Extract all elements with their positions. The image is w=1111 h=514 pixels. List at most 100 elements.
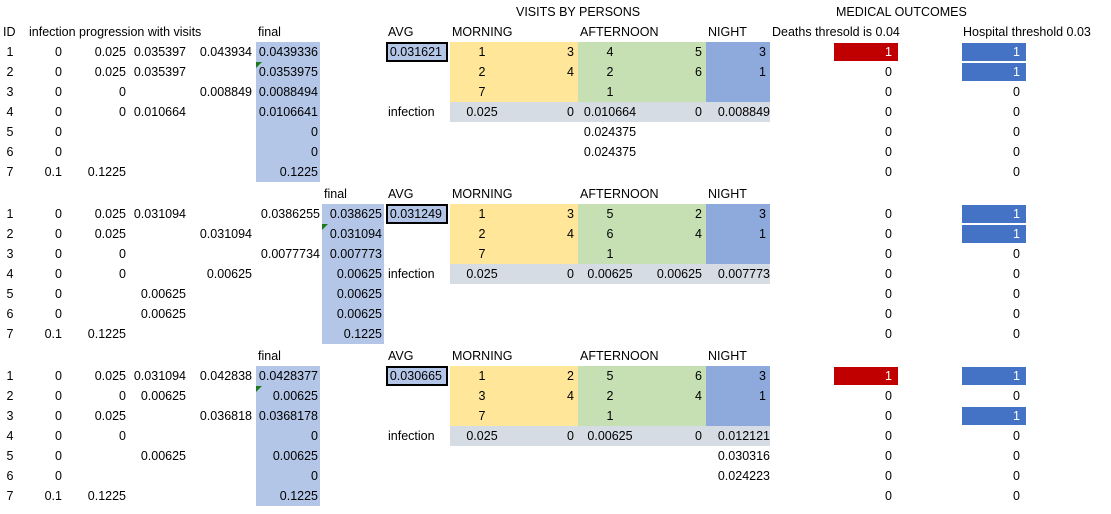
death-outcome-cell[interactable]: 0 (885, 469, 892, 483)
infection-value-cell[interactable]: 0.010664 (583, 105, 637, 119)
afternoon-visit-cell[interactable]: 4 (695, 389, 702, 403)
morning-visit-cell[interactable]: 3 (478, 389, 486, 403)
progression-cell[interactable] (188, 466, 252, 486)
night-visit-cell[interactable] (706, 406, 766, 426)
hospital-outcome-cell[interactable]: 0 (1013, 247, 1020, 261)
death-outcome-cell[interactable]: 0 (885, 165, 892, 179)
infection-value-cell[interactable]: 0 (567, 105, 574, 119)
progression-cell[interactable] (188, 162, 252, 182)
progression-cell[interactable]: 0 (55, 105, 62, 119)
morning-visit-cell[interactable]: 7 (478, 409, 486, 423)
final-value-cell[interactable]: 0 (311, 125, 318, 139)
progression-cell[interactable] (188, 304, 252, 324)
progression-cell[interactable]: 0.031094 (133, 207, 186, 221)
afternoon-visit-cell[interactable] (642, 244, 702, 264)
progression-cell[interactable]: 0.1 (44, 165, 62, 179)
death-outcome-cell[interactable]: 0 (885, 267, 892, 281)
progression-cell[interactable]: 0.1225 (87, 327, 126, 341)
death-outcome-cell[interactable]: 1 (885, 45, 892, 59)
progression-cell[interactable]: 0.025 (94, 227, 126, 241)
id-cell[interactable]: 4 (6, 105, 14, 119)
afternoon-visit-cell[interactable]: 5 (695, 45, 702, 59)
progression-cell[interactable]: 0 (55, 389, 62, 403)
morning-visit-cell[interactable] (514, 82, 574, 102)
id-cell[interactable]: 6 (6, 307, 14, 321)
progression-cell[interactable]: 0.1225 (87, 165, 126, 179)
death-outcome-cell[interactable]: 0 (885, 105, 892, 119)
pre-final-cell[interactable] (254, 264, 320, 284)
morning-visit-cell[interactable]: 2 (567, 369, 574, 383)
final-value-cell[interactable]: 0.00625 (336, 287, 382, 301)
afternoon-visit-cell[interactable]: 1 (606, 247, 614, 261)
night-extra-cell[interactable] (706, 284, 770, 304)
pre-final-cell[interactable] (254, 324, 320, 344)
progression-cell[interactable]: 0 (55, 65, 62, 79)
night-extra-cell[interactable] (706, 304, 770, 324)
progression-cell[interactable]: 0.010664 (133, 105, 186, 119)
hospital-outcome-cell[interactable]: 0 (1013, 145, 1020, 159)
afternoon-extra-cell[interactable] (578, 284, 642, 304)
morning-visit-cell[interactable]: 1 (478, 45, 486, 59)
infection-value-cell[interactable]: 0 (567, 267, 574, 281)
progression-cell[interactable]: 0.042838 (199, 369, 252, 383)
death-outcome-cell[interactable]: 0 (885, 227, 892, 241)
progression-cell[interactable]: 0 (119, 85, 126, 99)
progression-cell[interactable]: 0 (55, 207, 62, 221)
hospital-outcome-cell[interactable]: 0 (1013, 267, 1020, 281)
avg-value-cell[interactable]: 0.031249 (389, 207, 442, 221)
final-value-cell[interactable]: 0.00625 (272, 389, 318, 403)
death-outcome-cell[interactable]: 0 (885, 287, 892, 301)
progression-cell[interactable]: 0.031094 (199, 227, 252, 241)
id-cell[interactable]: 3 (6, 409, 14, 423)
id-cell[interactable]: 7 (6, 165, 14, 179)
progression-cell[interactable] (64, 122, 126, 142)
final-value-cell[interactable]: 0.0439336 (258, 45, 318, 59)
afternoon-visit-cell[interactable]: 6 (695, 65, 702, 79)
afternoon-visit-cell[interactable]: 2 (606, 65, 614, 79)
night-visit-cell[interactable]: 3 (759, 207, 766, 221)
death-outcome-cell[interactable]: 0 (885, 489, 892, 503)
night-visit-cell[interactable]: 3 (759, 45, 766, 59)
infection-value-cell[interactable]: 0.00625 (587, 429, 633, 443)
progression-cell[interactable] (128, 406, 186, 426)
progression-cell[interactable]: 0 (55, 369, 62, 383)
night-visit-cell[interactable]: 1 (759, 389, 766, 403)
hospital-outcome-cell[interactable]: 0 (1013, 449, 1020, 463)
hospital-outcome-cell[interactable]: 0 (1013, 125, 1020, 139)
hospital-outcome-cell[interactable]: 1 (1013, 409, 1020, 423)
id-cell[interactable]: 4 (6, 429, 14, 443)
id-cell[interactable]: 2 (6, 389, 14, 403)
progression-cell[interactable] (188, 62, 252, 82)
infection-value-cell[interactable]: 0 (695, 105, 702, 119)
morning-visit-cell[interactable]: 4 (567, 65, 574, 79)
id-cell[interactable]: 1 (6, 369, 14, 383)
progression-cell[interactable]: 0 (119, 267, 126, 281)
morning-visit-cell[interactable] (514, 406, 574, 426)
hospital-outcome-cell[interactable]: 1 (1013, 369, 1020, 383)
infection-value-cell[interactable]: 0 (695, 429, 702, 443)
morning-visit-cell[interactable]: 7 (478, 85, 486, 99)
progression-cell[interactable]: 0.1225 (87, 489, 126, 503)
hospital-outcome-cell[interactable]: 1 (1013, 227, 1020, 241)
morning-visit-cell[interactable]: 1 (478, 369, 486, 383)
death-outcome-cell[interactable]: 0 (885, 145, 892, 159)
death-outcome-cell[interactable]: 0 (885, 207, 892, 221)
hospital-outcome-cell[interactable]: 1 (1013, 207, 1020, 221)
hospital-outcome-cell[interactable]: 0 (1013, 327, 1020, 341)
progression-cell[interactable]: 0.00625 (206, 267, 252, 281)
progression-cell[interactable]: 0 (55, 227, 62, 241)
progression-cell[interactable] (128, 466, 186, 486)
hospital-outcome-cell[interactable]: 0 (1013, 165, 1020, 179)
hospital-outcome-cell[interactable]: 0 (1013, 489, 1020, 503)
night-visit-cell[interactable] (706, 244, 766, 264)
progression-cell[interactable] (188, 204, 252, 224)
id-cell[interactable]: 7 (6, 327, 14, 341)
progression-cell[interactable]: 0.025 (94, 409, 126, 423)
final-value-cell[interactable]: 0.0088494 (258, 85, 318, 99)
death-outcome-cell[interactable]: 0 (885, 409, 892, 423)
progression-cell[interactable] (64, 466, 126, 486)
progression-cell[interactable] (188, 142, 252, 162)
progression-cell[interactable]: 0.00625 (140, 449, 186, 463)
pre-final-cell[interactable] (254, 284, 320, 304)
final-value-cell[interactable]: 0.1225 (343, 327, 382, 341)
